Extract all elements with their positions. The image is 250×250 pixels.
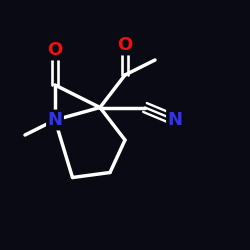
Text: O: O (118, 36, 132, 54)
Text: N: N (48, 111, 62, 129)
Text: N: N (168, 111, 182, 129)
Text: O: O (48, 41, 62, 59)
